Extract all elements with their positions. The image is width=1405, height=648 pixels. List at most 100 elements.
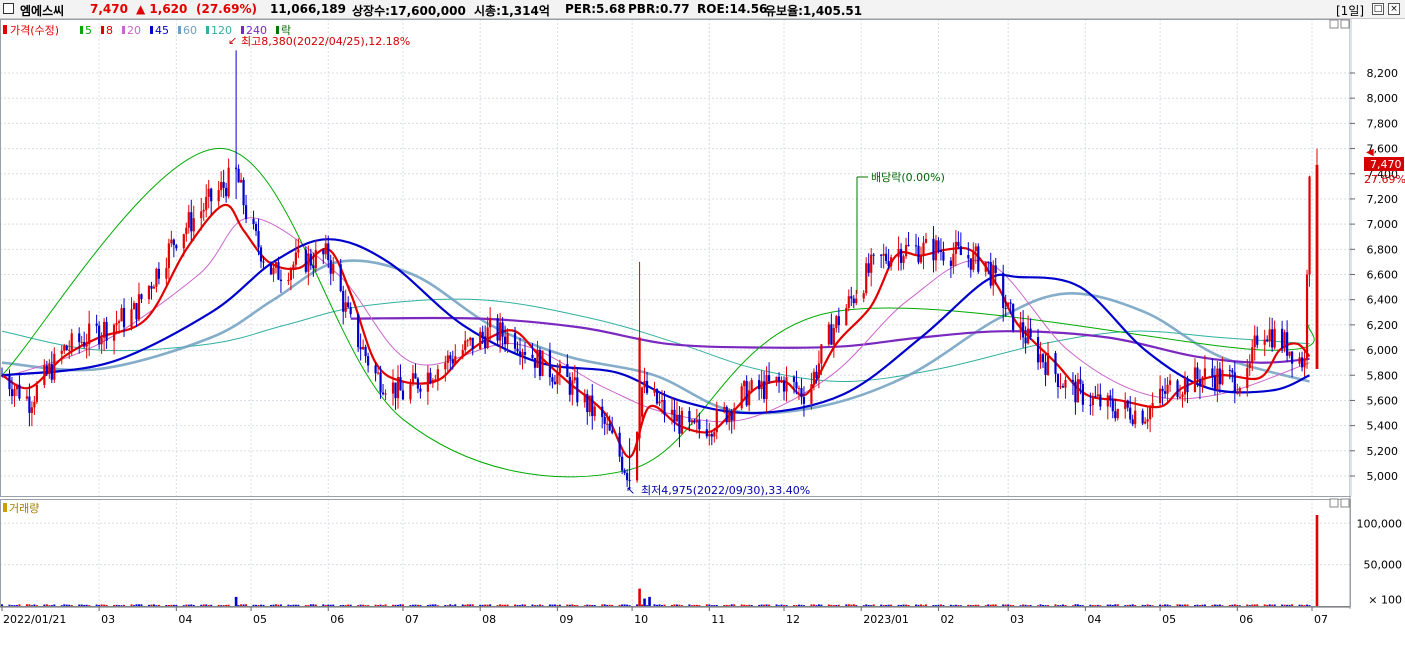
candle-body (1116, 408, 1119, 419)
price-tick-label: 6,800 (1367, 243, 1399, 256)
candle-body (135, 303, 138, 320)
candle-body (743, 381, 746, 387)
candle-body (1131, 419, 1134, 425)
select-checkbox[interactable] (3, 3, 14, 14)
candle-body (50, 364, 53, 380)
volume-bar (1149, 604, 1152, 606)
candle-body (827, 324, 830, 345)
candle-body (120, 308, 123, 322)
volume-bar (277, 604, 280, 606)
volume-bar (867, 604, 870, 606)
candle-body (1022, 322, 1025, 338)
candle-body (1286, 332, 1289, 356)
maximize-icon[interactable]: □ (1372, 3, 1384, 15)
candle-body (553, 381, 556, 385)
candle-body (339, 264, 342, 292)
volume-bar (548, 604, 551, 606)
candle-body (698, 420, 701, 430)
x-tick-label: 06 (1239, 613, 1253, 626)
candle-body (583, 393, 586, 403)
candle-body (523, 352, 527, 355)
candle-body (1308, 176, 1311, 275)
x-tick-label: 2023/01 (863, 613, 909, 626)
candle-body (376, 372, 380, 374)
x-tick-label: 2022/01/21 (3, 613, 66, 626)
candle-body (1281, 328, 1284, 349)
volume-bar (1301, 604, 1304, 606)
volume-bar (344, 605, 347, 606)
candle-body (1271, 329, 1274, 348)
panel-minimize-button[interactable] (1329, 19, 1339, 29)
candle-body (954, 241, 957, 254)
volume-bar (748, 604, 751, 606)
volume-bar (606, 604, 609, 606)
volume-bar (95, 604, 98, 606)
volume-bar (10, 605, 13, 606)
volume-bar (192, 604, 195, 606)
volume-close-button[interactable] (1340, 498, 1350, 508)
period-selector[interactable]: [1일] (1336, 4, 1365, 18)
candle-body (312, 265, 315, 269)
volume-bar (733, 604, 736, 606)
candle-body (157, 268, 161, 279)
volume-bar (257, 604, 260, 606)
candle-body (673, 409, 676, 422)
volume-bar (695, 604, 698, 606)
volume-bar (489, 604, 492, 606)
volume-bar (78, 604, 81, 606)
volume-bar (1218, 604, 1221, 606)
volume-bar (576, 605, 579, 606)
volume-bar (673, 604, 676, 606)
candle-body (222, 182, 225, 188)
candle-body (623, 470, 626, 474)
volume-bar (621, 604, 624, 606)
candle-body (279, 279, 283, 282)
price-tick-label: 7,600 (1367, 143, 1399, 156)
candle-body (202, 209, 205, 212)
candle-body (117, 321, 121, 323)
volume-bar (713, 605, 716, 606)
candle-body (391, 382, 395, 394)
volume-bar (601, 604, 604, 606)
candle-body (152, 286, 156, 289)
candle-body (1007, 302, 1010, 309)
candle-body (688, 410, 691, 423)
candle-body (835, 316, 838, 329)
volume-bar (1116, 604, 1119, 606)
candle-body (914, 245, 918, 247)
candle-body (763, 381, 766, 399)
volume-bar (147, 604, 150, 606)
volume-bar (533, 605, 536, 606)
candle-body (974, 246, 977, 252)
candle-body (872, 254, 875, 256)
candle-body (1044, 362, 1047, 375)
price-tag-value: 7,470 (1370, 158, 1402, 171)
x-tick-label: 03 (101, 613, 115, 626)
volume-bar (170, 604, 173, 606)
candle-body (95, 323, 98, 326)
candle-body (309, 253, 312, 266)
volume-bar (135, 604, 138, 606)
candle-body (33, 401, 36, 408)
volume-bar (220, 605, 223, 606)
candle-body (98, 325, 101, 345)
volume-bar (588, 604, 591, 606)
volume-bar (765, 604, 768, 606)
dividend-annotation: 배당락(0.00%) (871, 171, 945, 184)
volume-bar (837, 604, 840, 606)
volume-bar (725, 604, 728, 606)
volume-bar (364, 605, 367, 606)
volume-minimize-button[interactable] (1329, 498, 1339, 508)
candle-body (155, 268, 158, 287)
legend-price: 가격(수정) (10, 24, 59, 37)
volume-bar (1238, 605, 1241, 606)
volume-bar (279, 604, 282, 606)
volume-bar (269, 604, 272, 606)
candle-body (451, 359, 454, 364)
candle-body (444, 362, 447, 370)
close-icon[interactable]: × (1388, 3, 1400, 15)
volume-bar (812, 604, 815, 606)
volume-bar (245, 604, 248, 606)
panel-close-button[interactable] (1340, 19, 1350, 29)
candle-body (175, 245, 178, 249)
